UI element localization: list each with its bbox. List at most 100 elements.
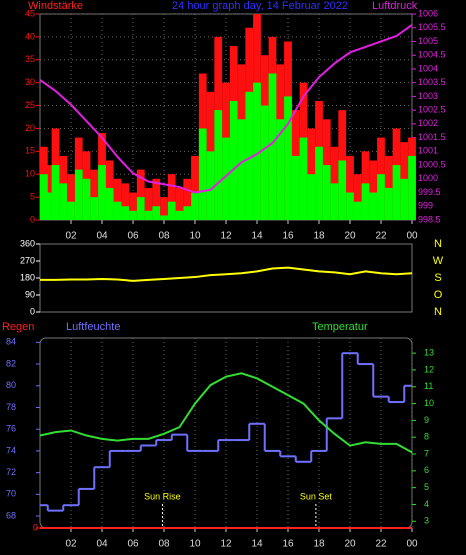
x-tick-label: 22	[375, 231, 387, 242]
bar	[167, 201, 176, 220]
bar	[299, 137, 308, 220]
y-tick-label: 8	[424, 432, 429, 442]
x-tick-label: 10	[189, 231, 201, 242]
x-tick-label: 12	[220, 231, 232, 242]
bar	[338, 160, 347, 220]
bar	[253, 82, 261, 221]
bar	[74, 169, 83, 220]
bar	[152, 178, 161, 220]
bar	[90, 197, 99, 220]
y-tick-label: 1006	[418, 8, 438, 18]
y-tick-label: 20	[25, 123, 35, 133]
bar	[113, 201, 122, 220]
bar	[136, 169, 145, 220]
y-tick-label: 1001	[418, 146, 438, 156]
y-tick-label: 360	[20, 238, 35, 248]
bar	[129, 192, 137, 220]
bar	[229, 100, 238, 220]
direction-label: N	[434, 306, 442, 318]
bar	[353, 201, 362, 220]
y-tick-label: 35	[25, 54, 35, 64]
y-tick-label: 9	[424, 415, 429, 425]
bar	[160, 197, 168, 220]
y-tick-label: 76	[6, 424, 16, 434]
x-tick-label: 08	[158, 231, 170, 242]
y-tick-label: 1000.5	[418, 159, 446, 169]
bar	[191, 192, 199, 220]
direction-label: O	[434, 289, 443, 301]
y-tick-label: 10	[25, 169, 35, 179]
bar	[346, 192, 354, 220]
bar	[322, 165, 331, 220]
y-tick-label: 15	[25, 146, 35, 156]
bar	[90, 169, 99, 220]
y-tick-label: 1000	[418, 173, 438, 183]
bar	[384, 187, 393, 220]
x-tick-label: 08	[158, 539, 170, 550]
y-tick-label: 4	[424, 499, 429, 509]
y-tick-label: 999	[418, 201, 433, 211]
bar	[129, 210, 137, 220]
y-tick-label: 30	[25, 77, 35, 87]
bar	[105, 187, 114, 220]
y-tick-label: 1003	[418, 91, 438, 101]
y-tick-label: 3	[424, 516, 429, 526]
y-tick-label: 1004.5	[418, 50, 446, 60]
bar	[284, 96, 292, 220]
y-tick-label: 1002	[418, 118, 438, 128]
bar	[276, 119, 285, 220]
bar	[121, 183, 130, 220]
y-tick-label: 78	[6, 402, 16, 412]
direction-label: N	[434, 238, 442, 250]
series-line	[39, 372, 413, 454]
y-tick-label: 40	[25, 31, 35, 41]
x-tick-label: 14	[251, 539, 263, 550]
y-tick-label: 0	[33, 522, 38, 532]
x-tick-label: 16	[282, 231, 294, 242]
annotation-label: Sun Rise	[144, 491, 181, 501]
y-tick-label: 70	[6, 489, 16, 499]
bar	[291, 155, 300, 220]
y-tick-label: 999.5	[418, 187, 441, 197]
bar	[206, 151, 215, 220]
bar	[183, 178, 192, 220]
series-line	[40, 266, 413, 282]
bar	[191, 155, 199, 220]
bar	[214, 110, 223, 220]
bar	[82, 178, 91, 220]
y-tick-label: 1004	[418, 63, 438, 73]
x-tick-label: 18	[313, 539, 325, 550]
series-label: Temperatur	[312, 321, 368, 333]
x-tick-label: 18	[313, 231, 325, 242]
x-tick-label: 14	[251, 231, 263, 242]
y-tick-label: 0	[30, 306, 35, 316]
bar	[245, 91, 254, 220]
chart-title: 24 hour graph day, 14 Februar 2022	[172, 0, 348, 12]
bar	[400, 178, 409, 220]
y-tick-label: 11	[424, 381, 433, 391]
y-tick-label: 90	[25, 289, 35, 299]
y-tick-label: 5	[424, 482, 429, 492]
bar	[144, 187, 153, 220]
y-tick-label: 7	[424, 448, 429, 458]
x-tick-label: 00	[406, 539, 418, 550]
y-tick-label: 74	[6, 445, 16, 455]
y-tick-label: 5	[30, 191, 35, 201]
y-tick-label: 13	[424, 348, 434, 358]
bar	[175, 210, 184, 220]
bar	[353, 174, 362, 220]
bar	[59, 183, 68, 220]
x-tick-label: 20	[344, 231, 356, 242]
bar	[377, 174, 385, 220]
series-line	[39, 24, 413, 194]
x-tick-label: 02	[65, 539, 77, 550]
direction-label: W	[433, 255, 444, 267]
y-tick-label: 45	[25, 8, 35, 18]
bar	[136, 197, 145, 220]
bar	[121, 206, 130, 220]
y-tick-label: 6	[424, 465, 429, 475]
bar	[43, 192, 52, 220]
y-tick-label: 1002.5	[418, 105, 446, 115]
